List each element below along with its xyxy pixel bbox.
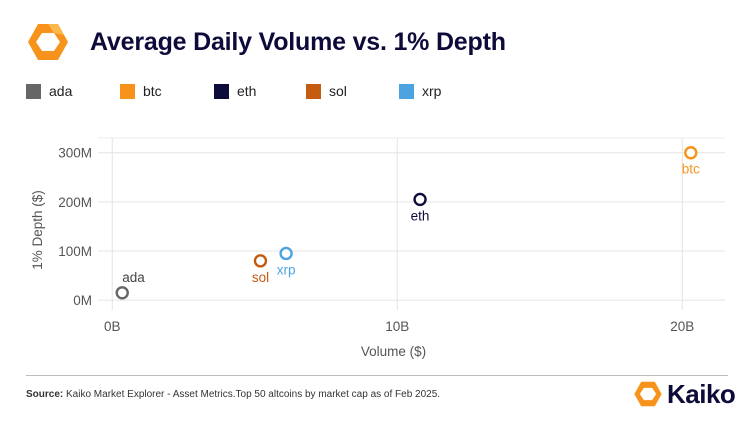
x-tick-label: 10B [385,319,409,334]
y-tick-label: 300M [58,146,92,161]
legend-label-btc: btc [143,83,162,99]
legend-swatch-ada [26,84,41,99]
y-axis-title: 1% Depth ($) [30,190,45,270]
kaiko-logo-icon [634,381,662,407]
data-points: ada btc eth sol xrp [115,146,700,300]
point-btc [684,146,698,160]
legend-label-xrp: xrp [422,83,442,99]
x-axis-title: Volume ($) [361,344,426,359]
point-eth [413,192,427,207]
legend-swatch-eth [214,84,229,99]
grid [98,137,725,310]
point-ada [115,286,129,300]
brand-name: Kaiko [667,379,736,409]
y-tick-label: 100M [58,244,92,259]
y-tick-label: 200M [58,195,92,210]
footer-divider [26,375,728,376]
legend-swatch-btc [120,84,135,99]
point-label-ada: ada [122,270,145,285]
point-xrp [279,246,293,261]
legend-label-sol: sol [329,83,347,99]
chart-title: Average Daily Volume vs. 1% Depth [90,28,506,56]
point-label-sol: sol [252,270,269,285]
x-tick-label: 0B [104,319,121,334]
scatter-chart: 0M 100M 200M 300M 0B 10B 20B Volume ($) 1% Dep… [30,137,725,359]
legend-label-eth: eth [237,83,257,99]
y-tick-label: 0M [73,293,92,308]
axis-ticks: 0M 100M 200M 300M 0B 10B 20B [58,146,694,334]
legend-swatch-sol [306,84,321,99]
source-text: Kaiko Market Explorer - Asset Metrics.To… [63,389,441,400]
x-tick-label: 20B [670,319,694,334]
point-label-xrp: xrp [277,262,296,277]
point-label-btc: btc [682,162,700,177]
legend-label-ada: ada [49,83,73,99]
point-sol [253,254,268,268]
legend-swatch-xrp [399,84,414,99]
kaiko-logo-icon [28,24,68,60]
brand-logo: Kaiko [633,379,745,411]
source-note: Source: Kaiko Market Explorer - Asset Me… [26,389,440,400]
source-label: Source: [26,389,64,400]
point-label-eth: eth [411,208,430,223]
